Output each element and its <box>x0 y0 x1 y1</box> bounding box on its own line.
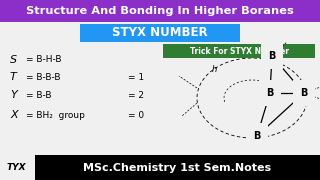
Text: = 2: = 2 <box>128 91 144 100</box>
FancyBboxPatch shape <box>35 155 320 180</box>
Text: B: B <box>253 131 261 141</box>
Text: X: X <box>10 110 18 120</box>
Text: B: B <box>266 88 274 98</box>
Text: h: h <box>252 123 258 132</box>
Text: S: S <box>10 55 17 65</box>
Text: = 1: = 1 <box>128 73 144 82</box>
Text: B: B <box>300 88 308 98</box>
Text: MSc.Chemistry 1st Sem.Notes: MSc.Chemistry 1st Sem.Notes <box>83 163 271 173</box>
Text: B: B <box>268 51 276 61</box>
FancyBboxPatch shape <box>163 44 315 58</box>
Text: h: h <box>212 66 217 75</box>
Text: Trick For STYX Number: Trick For STYX Number <box>189 46 289 55</box>
Text: TYX: TYX <box>6 163 26 172</box>
Text: = 0: = 0 <box>128 111 144 120</box>
Text: = B-B-B: = B-B-B <box>26 73 60 82</box>
Text: T: T <box>10 72 17 82</box>
Text: Y: Y <box>10 90 17 100</box>
Text: STYX NUMBER: STYX NUMBER <box>112 26 208 39</box>
Text: Structure And Bonding In Higher Boranes: Structure And Bonding In Higher Boranes <box>26 6 294 16</box>
Text: = B-B: = B-B <box>26 91 52 100</box>
Text: = B-H-B: = B-H-B <box>26 55 61 64</box>
FancyBboxPatch shape <box>0 0 320 22</box>
FancyBboxPatch shape <box>80 24 240 42</box>
Text: = BH₂  group: = BH₂ group <box>26 111 85 120</box>
